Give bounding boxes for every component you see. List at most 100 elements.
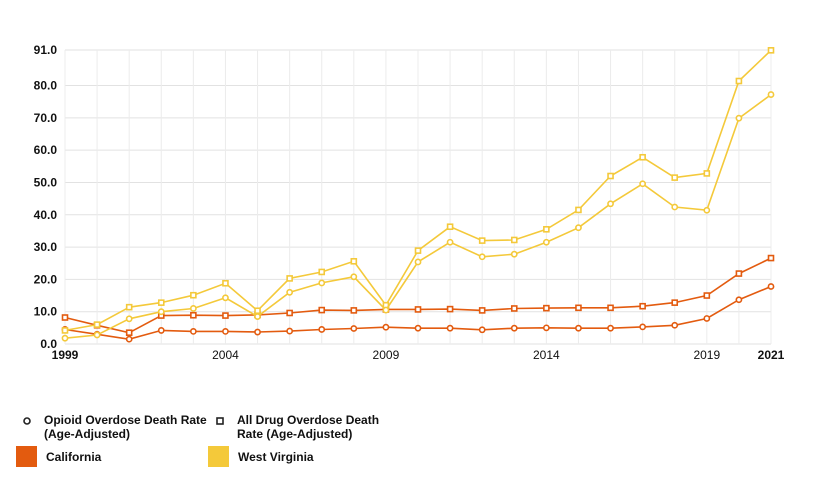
data-point[interactable] <box>703 206 711 214</box>
data-point[interactable] <box>190 311 197 319</box>
data-point[interactable] <box>671 299 679 306</box>
x-tick-label: 2014 <box>533 348 560 362</box>
data-point[interactable] <box>671 321 679 329</box>
data-point[interactable] <box>543 304 550 312</box>
data-point[interactable] <box>542 324 550 332</box>
data-point[interactable] <box>639 302 646 310</box>
data-point[interactable] <box>735 270 743 277</box>
data-point[interactable] <box>446 324 454 332</box>
data-point[interactable] <box>189 305 197 312</box>
data-point[interactable] <box>767 254 775 262</box>
data-point[interactable] <box>157 327 165 334</box>
x-axis: 1999 2004 2009 2014 2019 2021 <box>52 348 785 362</box>
y-axis: 0.0 10.0 20.0 30.0 40.0 50.0 60.0 70.0 80.0 91.0 <box>34 43 58 351</box>
data-point[interactable] <box>157 299 165 306</box>
legend-item-west-virginia[interactable]: West Virginia <box>208 446 314 467</box>
data-point[interactable] <box>607 304 614 312</box>
data-point[interactable] <box>478 237 486 244</box>
data-point[interactable] <box>93 321 101 328</box>
data-point[interactable] <box>125 315 133 323</box>
data-point[interactable] <box>414 247 422 254</box>
x-tick-label: 2021 <box>758 348 785 362</box>
data-point[interactable] <box>189 327 197 335</box>
data-point[interactable] <box>607 324 614 332</box>
data-point[interactable] <box>671 174 679 181</box>
data-point[interactable] <box>350 307 358 314</box>
data-point[interactable] <box>510 250 518 258</box>
data-point[interactable] <box>414 306 422 313</box>
data-point[interactable] <box>414 324 422 332</box>
data-point[interactable] <box>510 305 518 312</box>
data-point[interactable] <box>61 314 69 321</box>
data-point[interactable] <box>286 288 294 296</box>
series-west-virginia-circle <box>61 91 775 342</box>
data-point[interactable] <box>446 305 454 313</box>
data-point[interactable] <box>542 238 550 246</box>
data-point[interactable] <box>767 283 775 290</box>
data-point[interactable] <box>125 329 133 336</box>
data-point[interactable] <box>735 77 743 85</box>
data-point[interactable] <box>222 294 229 302</box>
data-point[interactable] <box>767 47 775 54</box>
data-point[interactable] <box>671 203 679 211</box>
data-point[interactable] <box>639 323 647 331</box>
data-point[interactable] <box>254 313 261 320</box>
legend-item-all-drug[interactable]: All Drug Overdose Death Rate (Age-Adjust… <box>215 413 387 441</box>
data-point[interactable] <box>350 257 358 265</box>
data-point[interactable] <box>767 91 775 98</box>
data-point[interactable] <box>703 292 711 299</box>
data-point[interactable] <box>382 306 390 314</box>
data-point[interactable] <box>639 153 646 161</box>
data-point[interactable] <box>190 291 197 299</box>
data-point[interactable] <box>61 327 69 334</box>
data-point[interactable] <box>607 172 614 180</box>
data-point[interactable] <box>286 327 294 335</box>
data-point[interactable] <box>478 253 486 261</box>
y-tick-label: 10.0 <box>34 305 58 319</box>
data-point[interactable] <box>318 326 326 333</box>
legend: Opioid Overdose Death Rate (Age-Adjusted… <box>0 408 822 479</box>
data-point[interactable] <box>575 324 582 332</box>
data-point[interactable] <box>575 224 582 232</box>
data-point[interactable] <box>318 268 326 276</box>
legend-item-california[interactable]: California <box>16 446 101 467</box>
data-point[interactable] <box>286 275 293 282</box>
data-point[interactable] <box>125 303 133 311</box>
data-point[interactable] <box>607 200 614 208</box>
circle-marker-icon <box>22 415 32 429</box>
data-point[interactable] <box>222 279 229 287</box>
data-point[interactable] <box>478 307 486 314</box>
data-point[interactable] <box>575 206 582 214</box>
data-point[interactable] <box>222 312 229 319</box>
data-point[interactable] <box>93 331 101 339</box>
data-point[interactable] <box>446 223 454 231</box>
data-point[interactable] <box>318 306 326 314</box>
data-point[interactable] <box>318 279 326 287</box>
data-point[interactable] <box>735 296 743 304</box>
data-point[interactable] <box>414 258 422 266</box>
data-point[interactable] <box>510 324 518 332</box>
data-point[interactable] <box>157 308 165 316</box>
data-point[interactable] <box>735 114 743 122</box>
legend-item-opioid[interactable]: Opioid Overdose Death Rate (Age-Adjusted… <box>22 413 214 441</box>
data-point[interactable] <box>543 226 550 233</box>
data-point[interactable] <box>703 170 711 177</box>
data-point[interactable] <box>446 238 454 246</box>
data-point[interactable] <box>703 315 711 322</box>
y-tick-label: 80.0 <box>34 79 58 93</box>
data-point[interactable] <box>61 334 69 342</box>
data-point[interactable] <box>382 323 390 331</box>
data-point[interactable] <box>286 309 293 317</box>
data-point[interactable] <box>639 180 647 188</box>
data-point[interactable] <box>575 304 582 312</box>
data-point[interactable] <box>254 307 261 315</box>
data-point[interactable] <box>222 327 229 335</box>
legend-label-west-virginia: West Virginia <box>238 449 314 464</box>
data-point[interactable] <box>254 328 261 336</box>
y-tick-label: 40.0 <box>34 208 58 222</box>
data-point[interactable] <box>350 325 358 332</box>
data-point[interactable] <box>350 273 358 281</box>
data-point[interactable] <box>125 335 133 343</box>
data-point[interactable] <box>510 236 518 244</box>
data-point[interactable] <box>478 326 486 334</box>
